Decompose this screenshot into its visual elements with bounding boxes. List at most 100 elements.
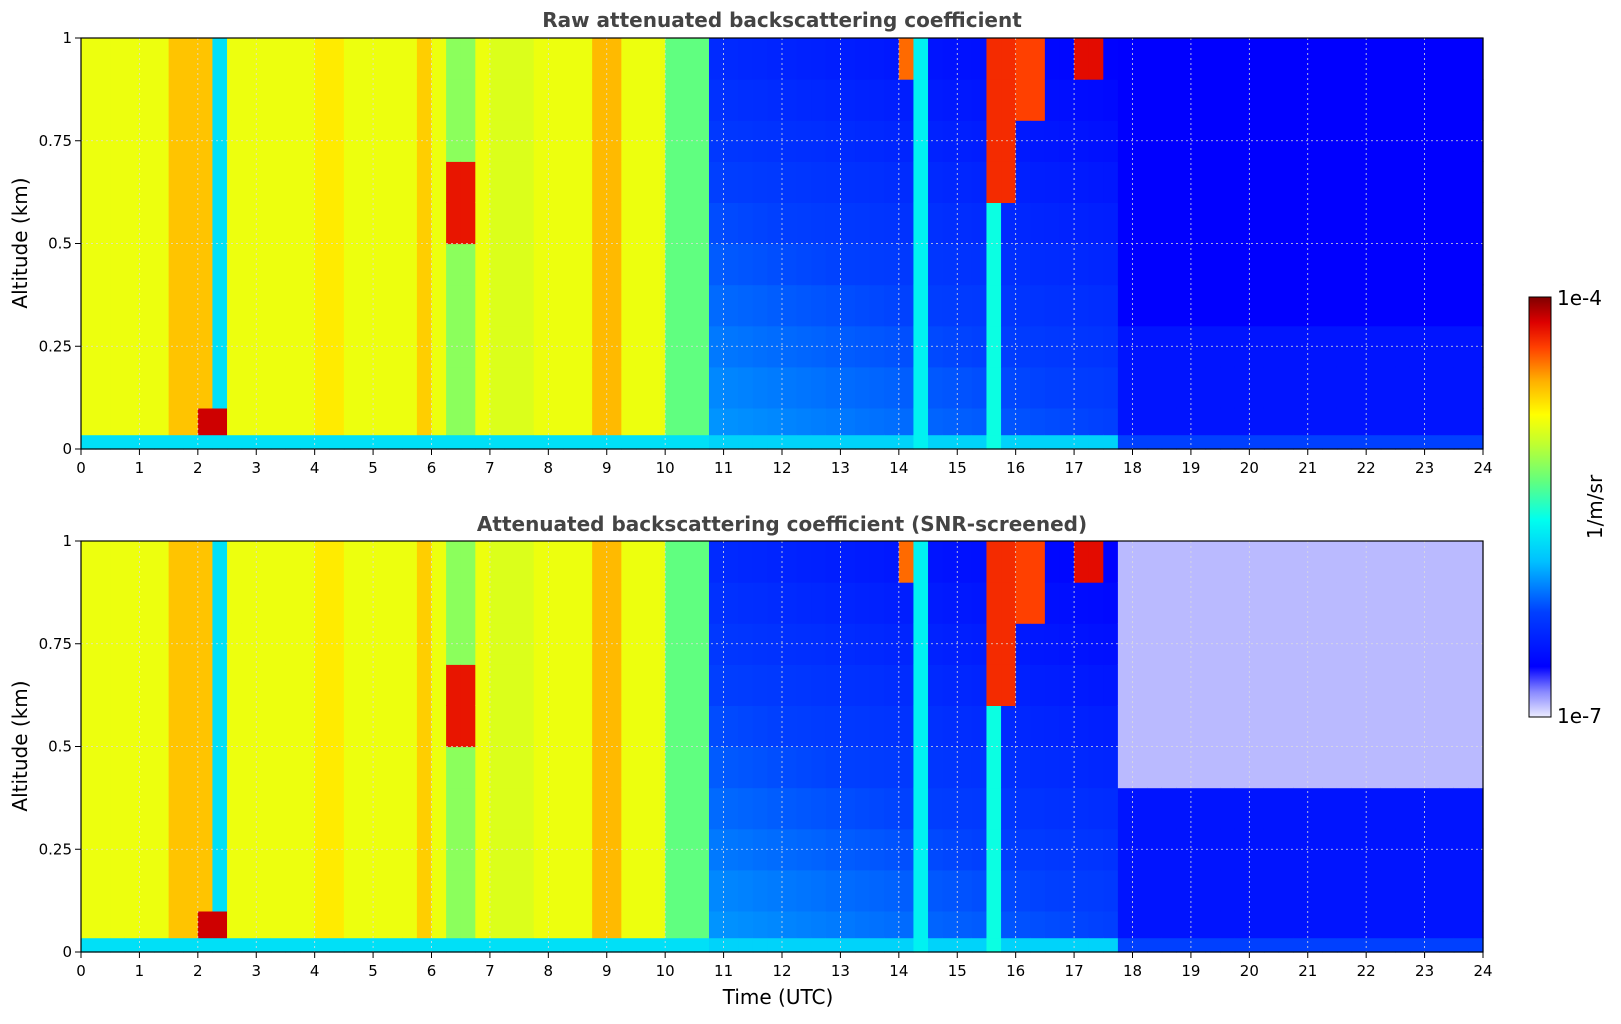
heatmap-cell <box>110 541 126 583</box>
heatmap-cell <box>986 161 1002 203</box>
heatmap-cell <box>1001 284 1017 327</box>
heatmap-cell <box>1278 937 1294 953</box>
heatmap-cell <box>694 787 710 830</box>
heatmap-cell <box>1409 910 1426 939</box>
heatmap-cell <box>679 582 695 624</box>
heatmap-cell <box>110 366 126 409</box>
heatmap-cell <box>197 746 214 789</box>
heatmap-cell <box>635 582 652 624</box>
heatmap-cell <box>694 869 710 912</box>
heatmap-cell <box>489 366 506 409</box>
heatmap-cell <box>300 434 316 450</box>
heatmap-cell <box>1380 325 1396 368</box>
heatmap-cell <box>1322 623 1338 665</box>
heatmap-cell <box>81 787 97 830</box>
heatmap-cell <box>300 243 316 286</box>
heatmap-cell <box>431 623 447 665</box>
heatmap-cell <box>971 284 988 327</box>
heatmap-cell <box>928 582 944 624</box>
heatmap-cell <box>1001 541 1017 583</box>
heatmap-cell <box>1366 910 1382 939</box>
heatmap-cell <box>1380 623 1396 665</box>
heatmap-cell <box>1234 582 1250 624</box>
heatmap-cell <box>95 787 111 830</box>
heatmap-cell <box>1030 582 1046 624</box>
heatmap-cell <box>665 284 681 327</box>
heatmap-cell <box>1074 202 1090 245</box>
heatmap-cell <box>1366 366 1382 409</box>
heatmap-cell <box>343 243 360 286</box>
heatmap-cell <box>650 434 666 450</box>
heatmap-cell <box>942 582 958 624</box>
heatmap-cell <box>1336 407 1353 436</box>
heatmap-cell <box>183 869 199 912</box>
heatmap-cell <box>110 869 126 912</box>
heatmap-cell <box>270 325 287 368</box>
heatmap-cell <box>621 284 637 327</box>
heatmap-cell <box>1205 202 1221 245</box>
heatmap-cell <box>1234 366 1250 409</box>
heatmap-cell <box>928 787 944 830</box>
heatmap-cell <box>212 161 228 203</box>
heatmap-cell <box>898 366 915 409</box>
heatmap-cell <box>811 161 827 203</box>
heatmap-cell <box>270 161 287 203</box>
heatmap-cell <box>1103 325 1119 368</box>
heatmap-cell <box>460 869 476 912</box>
heatmap-cell <box>592 79 608 121</box>
x-tick-label: 6 <box>427 962 437 980</box>
heatmap-cell <box>168 202 184 245</box>
heatmap-cell <box>606 664 622 706</box>
heatmap-cell <box>782 161 798 203</box>
heatmap-cell <box>957 787 973 830</box>
heatmap-cell <box>1424 38 1440 80</box>
heatmap-cell <box>767 366 783 409</box>
heatmap-cell <box>855 407 871 436</box>
heatmap-cell <box>285 787 301 830</box>
heatmap-cell <box>650 541 666 583</box>
heatmap-cell <box>431 582 447 624</box>
heatmap-cell <box>738 284 754 327</box>
heatmap-cell <box>446 582 462 624</box>
heatmap-cell <box>1234 705 1250 748</box>
heatmap-cell <box>1030 202 1046 245</box>
heatmap-cell <box>197 38 214 80</box>
heatmap-cell <box>1409 582 1426 624</box>
heatmap-cell <box>1322 828 1338 871</box>
heatmap-cell <box>358 869 374 912</box>
heatmap-cell <box>577 407 593 436</box>
heatmap-cell <box>358 38 374 80</box>
heatmap-cell <box>650 243 666 286</box>
heatmap-cell <box>1307 120 1323 162</box>
heatmap-cell <box>1088 366 1104 409</box>
heatmap-cell <box>183 705 199 748</box>
x-tick-label: 13 <box>831 962 850 980</box>
heatmap-cell <box>1030 434 1046 450</box>
heatmap-cell <box>256 623 272 665</box>
heatmap-cell <box>592 407 608 436</box>
heatmap-cell <box>723 202 739 245</box>
heatmap-cell <box>635 243 652 286</box>
heatmap-cell <box>431 937 447 953</box>
heatmap-cell <box>898 746 915 789</box>
heatmap-cell <box>227 623 243 665</box>
heatmap-cell <box>942 746 958 789</box>
heatmap-cell <box>1132 120 1148 162</box>
heatmap-cell <box>562 366 579 409</box>
heatmap-cell <box>1132 787 1148 830</box>
heatmap-cell <box>1117 828 1134 871</box>
heatmap-cell <box>708 705 725 748</box>
heatmap-cell <box>1409 705 1426 748</box>
heatmap-cell <box>723 161 739 203</box>
heatmap-cell <box>285 869 301 912</box>
x-tick-label: 11 <box>714 962 733 980</box>
heatmap-cell <box>1161 582 1177 624</box>
heatmap-cell <box>971 664 988 706</box>
heatmap-cell <box>1307 541 1323 583</box>
heatmap-cell <box>825 120 842 162</box>
heatmap-cell <box>1336 582 1353 624</box>
heatmap-cell <box>635 38 652 80</box>
heatmap-cell <box>1074 664 1090 706</box>
heatmap-cell <box>1117 407 1134 436</box>
